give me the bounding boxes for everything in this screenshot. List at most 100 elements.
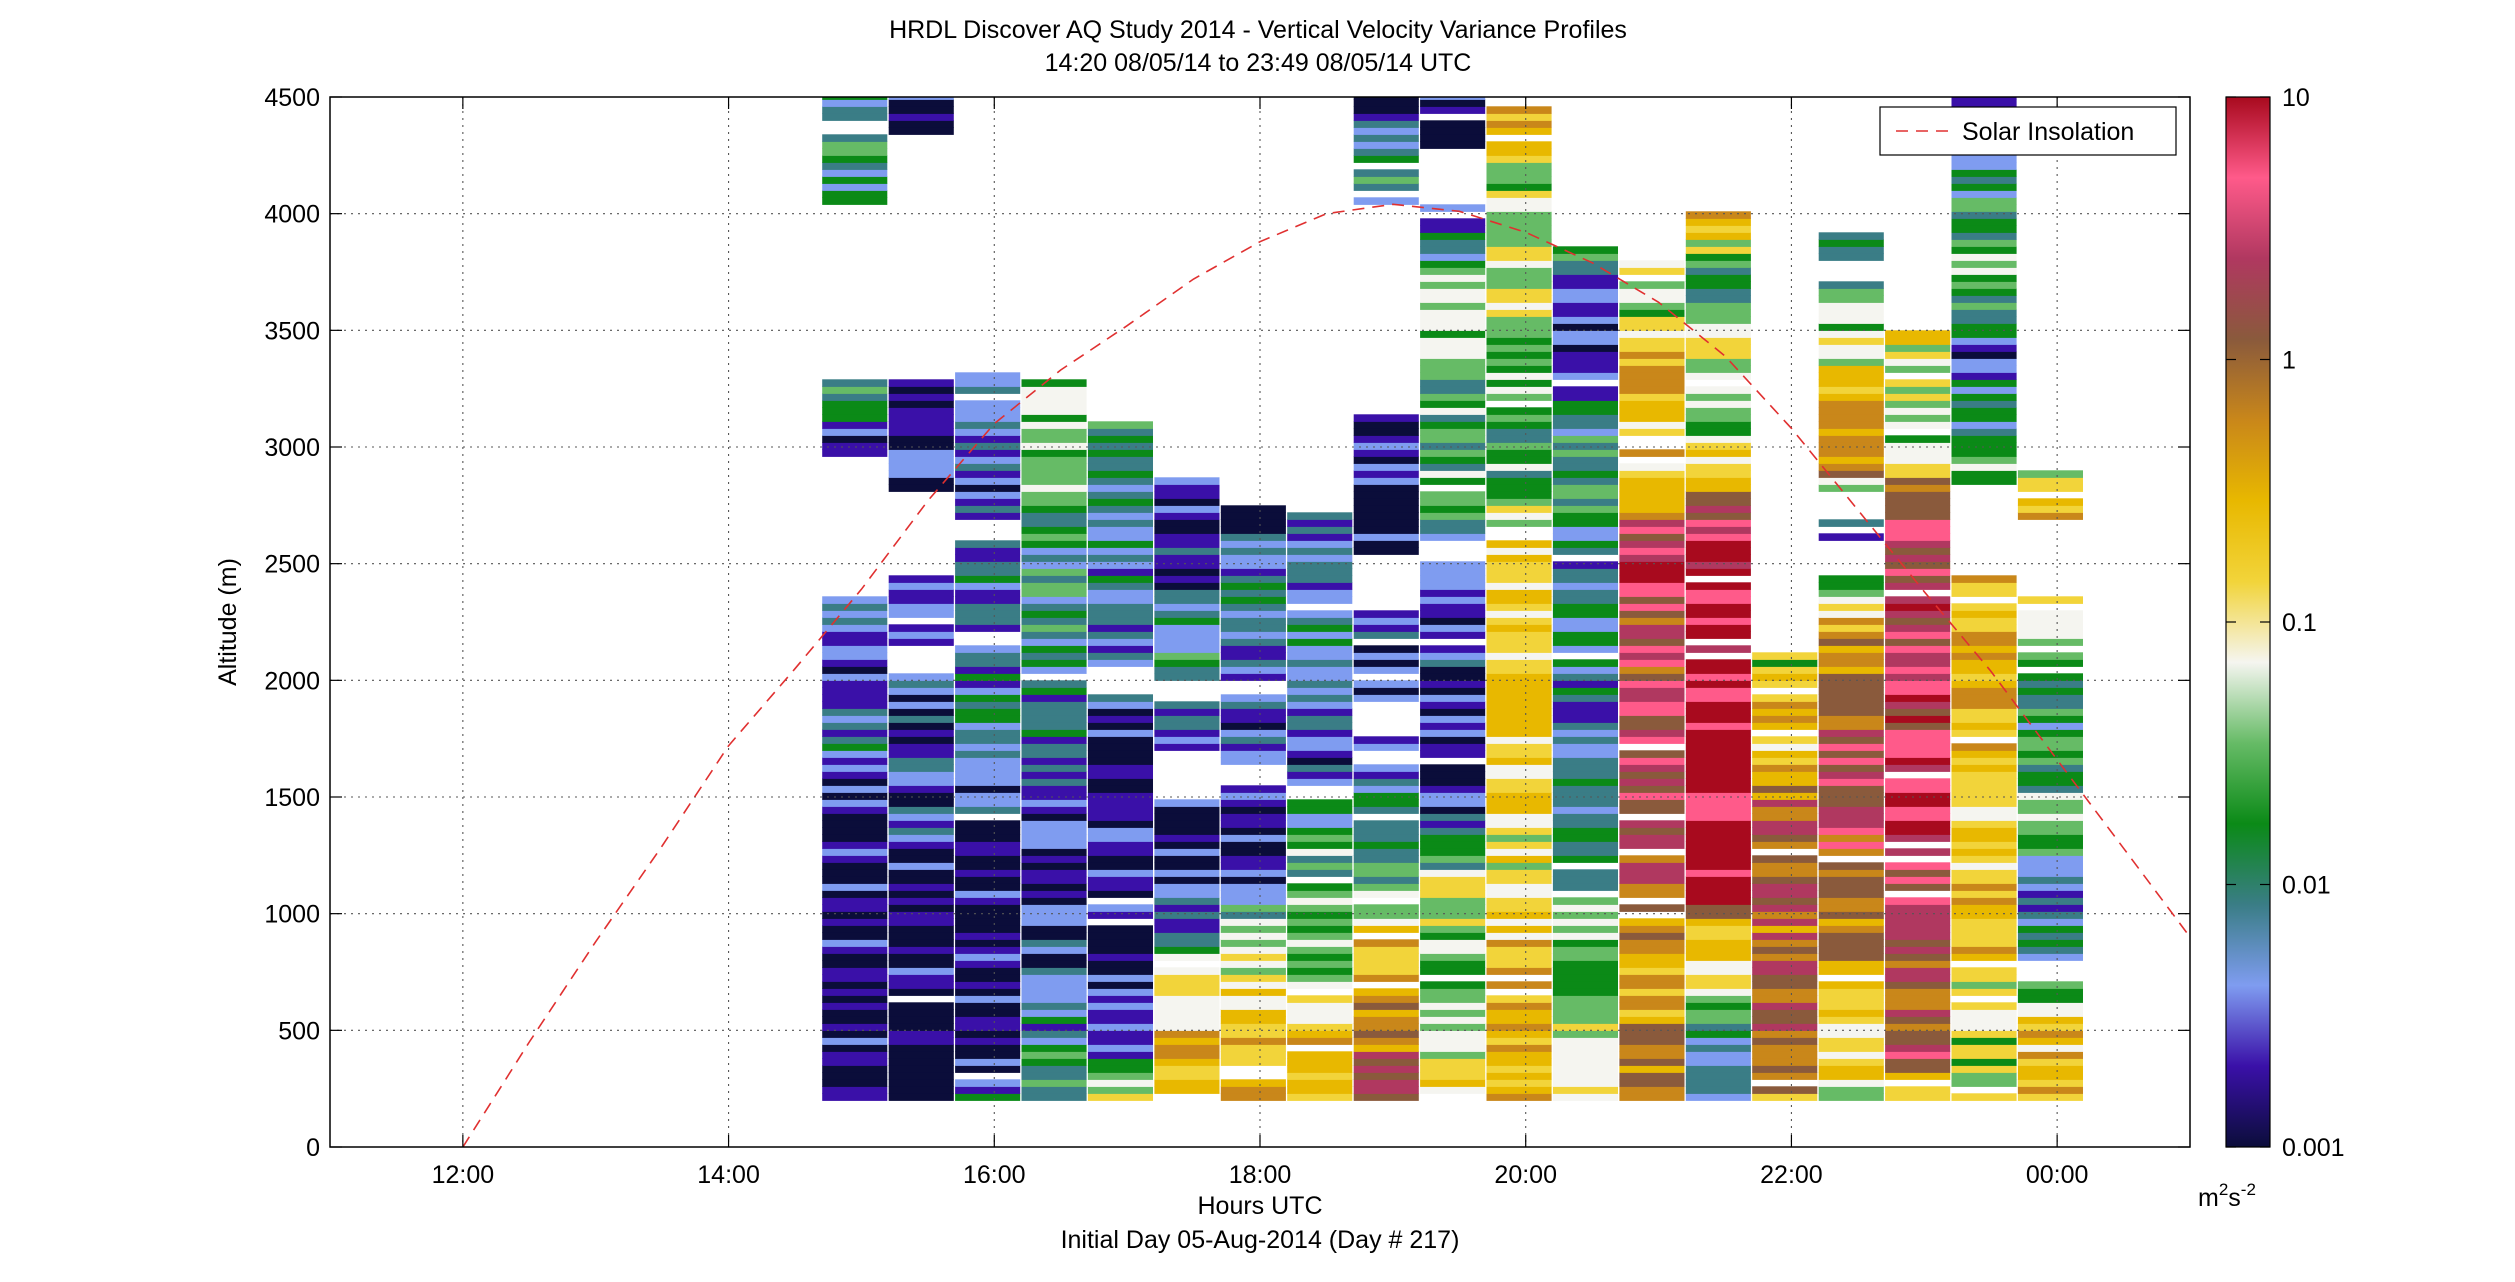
profile-cell bbox=[1486, 491, 1552, 499]
profile-cell bbox=[1486, 596, 1552, 604]
profile-cell bbox=[955, 1065, 1021, 1073]
profile-cell bbox=[2017, 596, 2083, 604]
profile-cell bbox=[822, 393, 888, 401]
profile-cell bbox=[1486, 939, 1552, 947]
profile-cell bbox=[1021, 631, 1087, 639]
profile-cell bbox=[1021, 484, 1087, 492]
profile-cell bbox=[1552, 729, 1618, 737]
profile-cell bbox=[1685, 218, 1751, 226]
profile-cell bbox=[1951, 463, 2017, 471]
profile-cell bbox=[1087, 925, 1153, 933]
profile-cell bbox=[1951, 862, 2017, 870]
profile-cell bbox=[1685, 904, 1751, 912]
x-tick-label: 12:00 bbox=[432, 1161, 495, 1189]
profile-cell bbox=[822, 981, 888, 989]
profile-cell bbox=[1685, 624, 1751, 632]
profile-cell bbox=[1885, 967, 1951, 975]
profile-cell bbox=[1951, 1037, 2017, 1045]
profile-cell bbox=[1552, 743, 1618, 751]
profile-cell bbox=[1420, 386, 1486, 394]
profile-cell bbox=[1486, 806, 1552, 814]
profile-cell bbox=[1353, 1058, 1419, 1066]
profile-cell bbox=[955, 729, 1021, 737]
profile-cell bbox=[1021, 1030, 1087, 1038]
profile-cell bbox=[1951, 918, 2017, 926]
profile-cell bbox=[822, 939, 888, 947]
profile-cell bbox=[1420, 449, 1486, 457]
profile-cell bbox=[1087, 876, 1153, 884]
profile-cell bbox=[1021, 477, 1087, 485]
profile-cell bbox=[1818, 1023, 1884, 1031]
profile-cell bbox=[1353, 1051, 1419, 1059]
profile-cell bbox=[1885, 386, 1951, 394]
profile-cell bbox=[1552, 386, 1618, 394]
profile-cell bbox=[1885, 498, 1951, 506]
profile-cell bbox=[888, 477, 954, 485]
profile-cell bbox=[1021, 806, 1087, 814]
profile-cell bbox=[1154, 526, 1220, 534]
profile-cell bbox=[822, 925, 888, 933]
profile-cell bbox=[1552, 575, 1618, 583]
profile-cell bbox=[1087, 960, 1153, 968]
profile-cell bbox=[1287, 589, 1353, 597]
profile-cell bbox=[1154, 869, 1220, 877]
profile-cell bbox=[888, 1044, 954, 1052]
profile-cell bbox=[1087, 1023, 1153, 1031]
profile-cell bbox=[1287, 645, 1353, 653]
profile-cell bbox=[1220, 981, 1286, 989]
profile-cell bbox=[822, 169, 888, 177]
profile-cell bbox=[1951, 330, 2017, 338]
profile-cell bbox=[1552, 309, 1618, 317]
profile-cell bbox=[888, 610, 954, 618]
profile-cell bbox=[1951, 1016, 2017, 1024]
profile-cell bbox=[1885, 666, 1951, 674]
profile-cell bbox=[1021, 848, 1087, 856]
profile-cell bbox=[1685, 645, 1751, 653]
profile-cell bbox=[1885, 1072, 1951, 1080]
profile-cell bbox=[1885, 680, 1951, 688]
profile-cell bbox=[1619, 288, 1685, 296]
profile-cell bbox=[1220, 631, 1286, 639]
profile-cell bbox=[1486, 162, 1552, 170]
profile-cell bbox=[1951, 659, 2017, 667]
profile-cell bbox=[1685, 701, 1751, 709]
profile-cell bbox=[1420, 904, 1486, 912]
profile-cell bbox=[1220, 1044, 1286, 1052]
x-axis-sublabel: Initial Day 05-Aug-2014 (Day # 217) bbox=[1061, 1226, 1460, 1254]
profile-cell bbox=[1552, 568, 1618, 576]
profile-cell bbox=[888, 820, 954, 828]
profile-cell bbox=[1685, 274, 1751, 282]
profile-cell bbox=[1552, 645, 1618, 653]
profile-cell bbox=[1087, 540, 1153, 548]
profile-cell bbox=[955, 946, 1021, 954]
profile-cell bbox=[1220, 806, 1286, 814]
profile-cell bbox=[1420, 1065, 1486, 1073]
profile-cell bbox=[1486, 477, 1552, 485]
profile-cell bbox=[1885, 918, 1951, 926]
profile-cell bbox=[1287, 890, 1353, 898]
profile-cell bbox=[1220, 876, 1286, 884]
profile-cell bbox=[1685, 1065, 1751, 1073]
profile-cell bbox=[1287, 743, 1353, 751]
profile-cell bbox=[1154, 498, 1220, 506]
profile-cell bbox=[1818, 449, 1884, 457]
profile-cell bbox=[1685, 435, 1751, 443]
profile-cell bbox=[1951, 771, 2017, 779]
profile-cell bbox=[955, 561, 1021, 569]
profile-cell bbox=[888, 701, 954, 709]
profile-cell bbox=[1420, 883, 1486, 891]
profile-cell bbox=[1685, 785, 1751, 793]
profile-cell bbox=[1619, 323, 1685, 331]
profile-cell bbox=[822, 596, 888, 604]
profile-cell bbox=[1154, 617, 1220, 625]
profile-cell bbox=[955, 925, 1021, 933]
profile-cell bbox=[1087, 988, 1153, 996]
profile-cell bbox=[1420, 337, 1486, 345]
profile-cell bbox=[1087, 589, 1153, 597]
profile-cell bbox=[1818, 393, 1884, 401]
profile-cell bbox=[2017, 848, 2083, 856]
profile-cell bbox=[1021, 491, 1087, 499]
profile-cell bbox=[1087, 932, 1153, 940]
profile-cell bbox=[1287, 820, 1353, 828]
profile-cell bbox=[888, 400, 954, 408]
